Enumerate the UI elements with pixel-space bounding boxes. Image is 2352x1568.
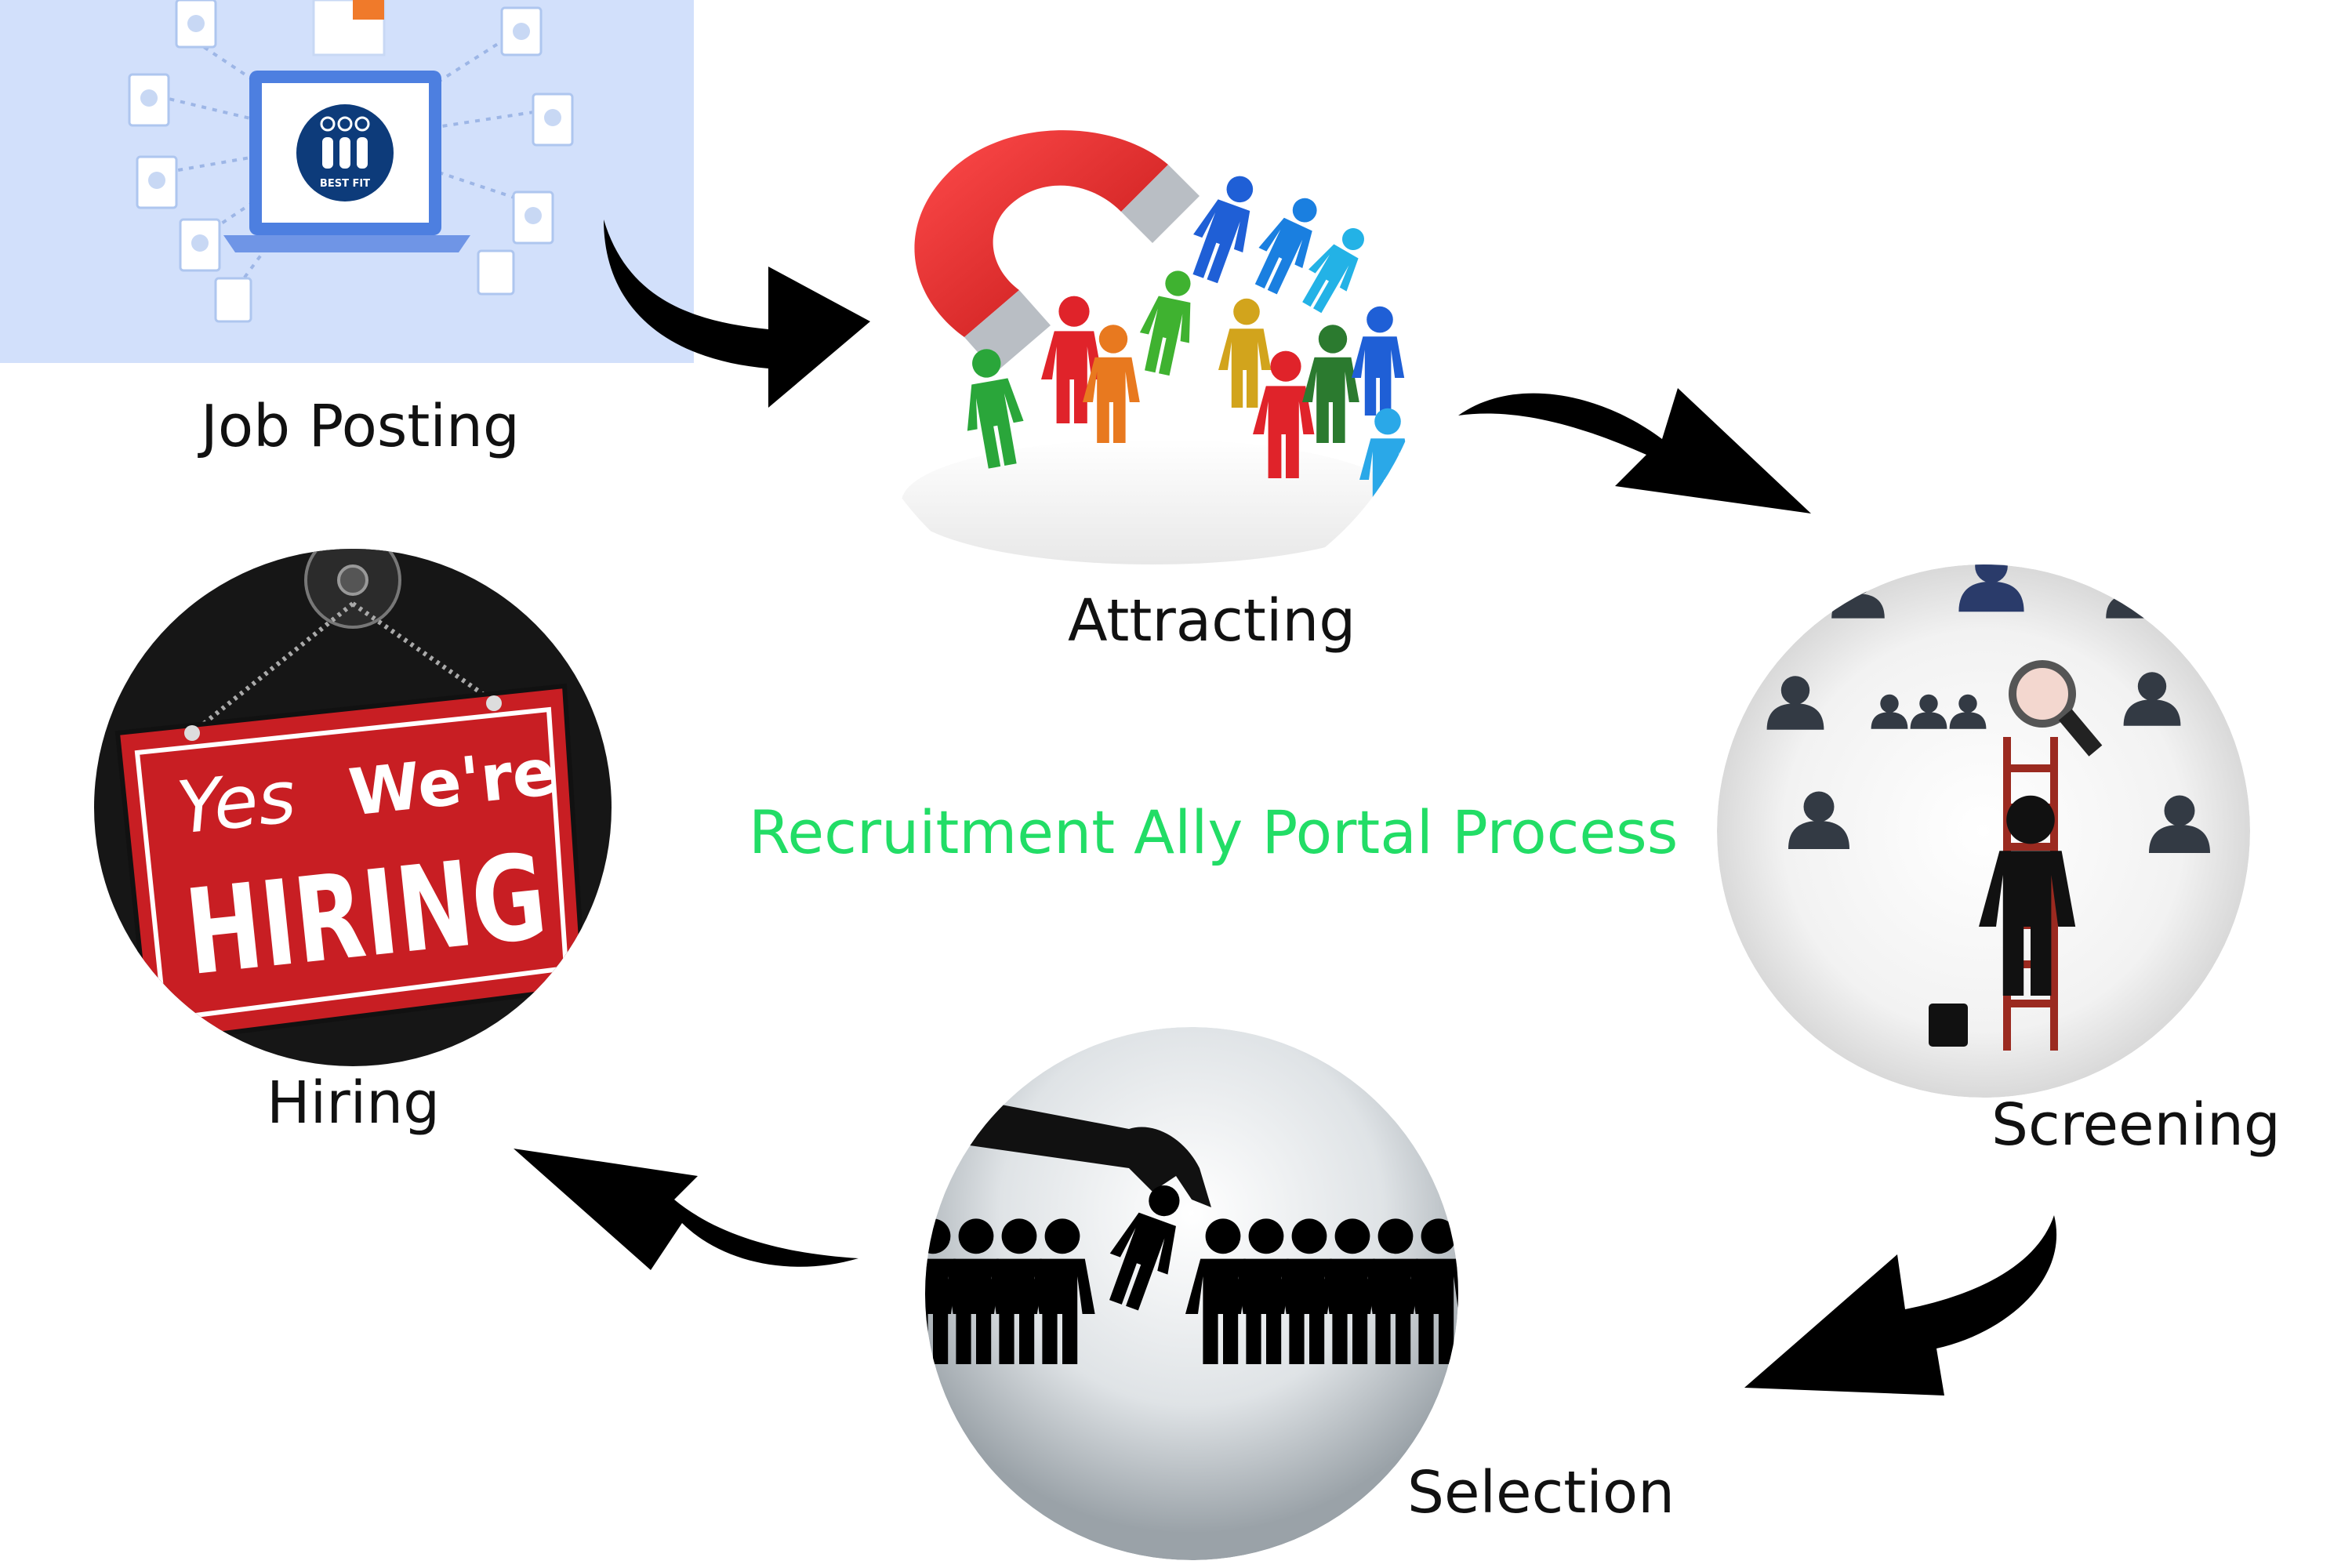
step-label-hiring: Hiring [267,1069,441,1137]
hiring-sign-yes: Yes [173,755,299,851]
step-label-job-posting: Job Posting [201,393,520,460]
briefcase-icon [1929,1004,1968,1047]
hand-icon [964,1098,1211,1207]
arrow-posting-to-attracting [604,220,870,408]
best-fit-logo-text: BEST FIT [320,178,370,190]
magnifier-candidates-icon [1717,564,2250,1098]
hand-picking-person-icon [925,1027,1458,1560]
diagram-title: Recruitment Ally Portal Process [749,797,1679,867]
magnet-people-icon [902,130,1413,564]
resume-avatars [140,15,561,252]
arrow-screening-to-selection [1744,1215,2057,1396]
hiring-sign-icon: Yes We're HIRING [94,549,612,1066]
arrow-attracting-to-screening [1458,388,1811,514]
laptop-icon: BEST FIT [223,71,470,252]
orange-pencil [353,0,384,20]
step-label-selection: Selection [1407,1459,1675,1526]
magnifier-icon [2009,660,2076,728]
hanging-chain [191,601,495,735]
job-posting-illustration: BEST FIT [0,0,694,363]
flow-arrows [514,220,2057,1396]
arrow-selection-to-hiring [514,1149,858,1270]
step-label-screening: Screening [1991,1091,2281,1159]
step-label-attracting: Attracting [1068,587,1356,655]
